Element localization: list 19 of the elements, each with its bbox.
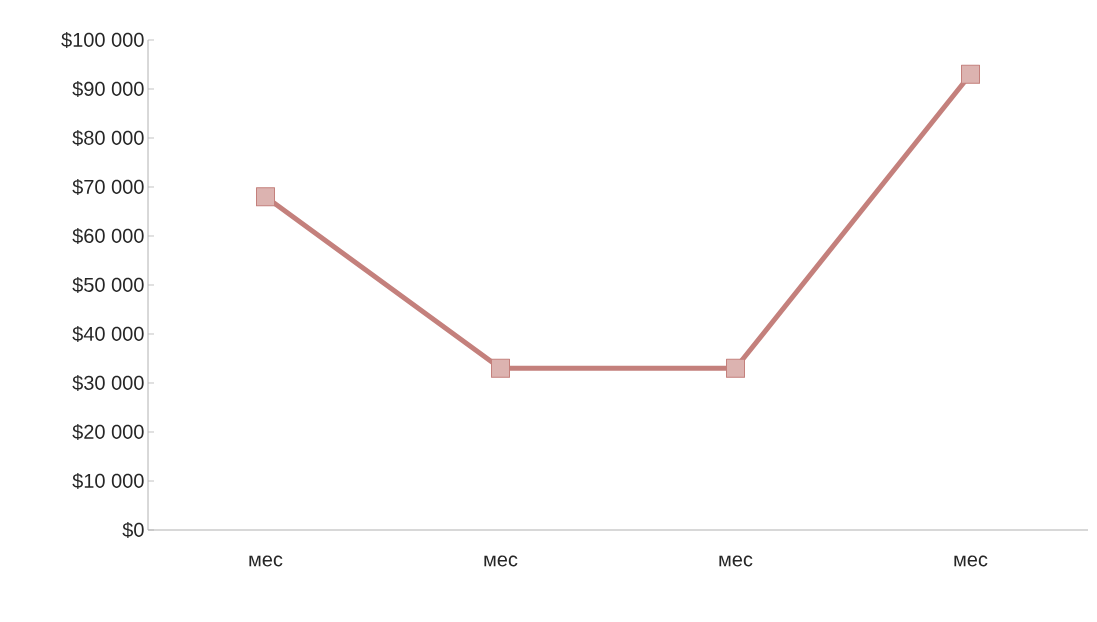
point (726, 358, 746, 378)
y-tick-label: $90 000 (72, 80, 144, 98)
x-tick-label: мес (954, 555, 988, 567)
x-tick-label: мес (719, 555, 753, 567)
y-tick-label: $50 000 (72, 276, 144, 294)
y-tick-label: $60 000 (72, 227, 144, 245)
y-tick-label: $0 (122, 521, 144, 539)
y-tick-label: $20 000 (72, 423, 144, 441)
y-tick-label: $10 000 (72, 472, 144, 490)
y-tick-label: $80 000 (72, 129, 144, 147)
point (961, 64, 981, 84)
x-tick-label: мес (484, 555, 518, 567)
y-tick-label: $30 000 (72, 374, 144, 392)
y-tick-label: $40 000 (72, 325, 144, 343)
x-tick-label: мес (249, 555, 283, 567)
y-tick-label: $70 000 (72, 178, 144, 196)
y-tick-label: $100 000 (61, 31, 144, 49)
point (491, 358, 511, 378)
point (256, 187, 275, 207)
